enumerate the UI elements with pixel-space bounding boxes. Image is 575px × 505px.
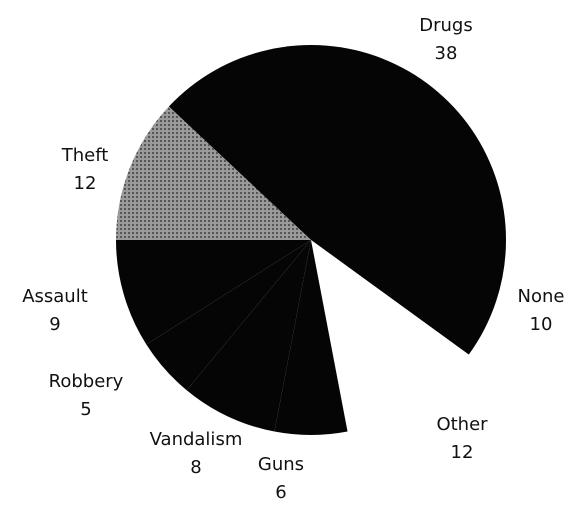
- slice-value: 8: [190, 457, 201, 478]
- slice-value: 9: [49, 314, 60, 335]
- slice-value: 38: [435, 43, 458, 64]
- pie-slice: [116, 240, 311, 345]
- slice-label: Drugs: [419, 15, 472, 36]
- pie-slice: [186, 240, 311, 432]
- slice-label: Guns: [258, 454, 304, 475]
- pie-slice: [146, 240, 311, 391]
- pie-slice: [168, 45, 506, 240]
- slice-label: Vandalism: [150, 429, 243, 450]
- slice-value: 10: [530, 314, 553, 335]
- slice-label: Other: [436, 414, 488, 435]
- slice-label: None: [518, 286, 565, 307]
- slice-value: 5: [80, 399, 91, 420]
- pie-slice: [116, 106, 311, 241]
- slice-value: 12: [74, 173, 97, 194]
- pie-slice: [274, 240, 348, 436]
- slice-label: Assault: [22, 286, 88, 307]
- slice-label: Robbery: [49, 371, 124, 392]
- slice-value: 12: [451, 442, 474, 463]
- pie-slice: [311, 240, 469, 432]
- slice-value: 6: [275, 482, 286, 503]
- slice-label: Theft: [61, 145, 109, 166]
- pie-slice: [311, 240, 506, 355]
